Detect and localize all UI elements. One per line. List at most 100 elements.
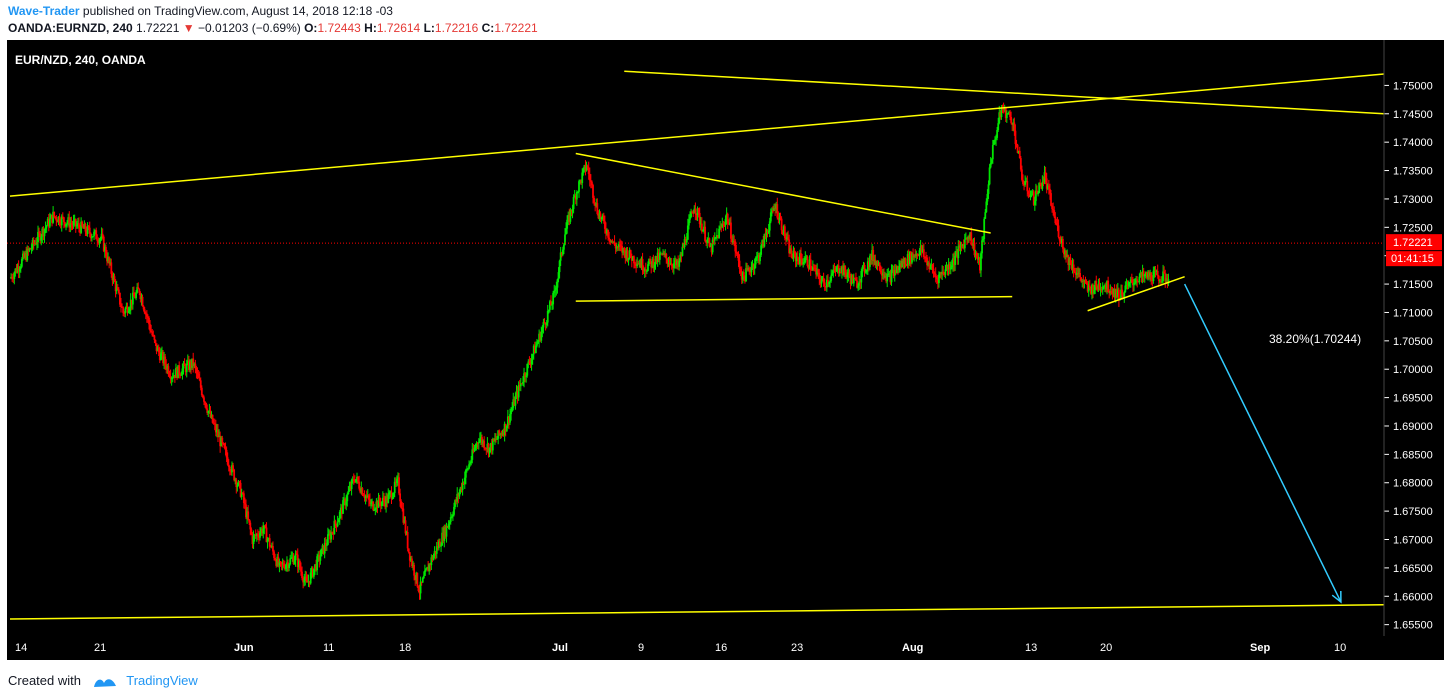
candle-body: [792, 250, 795, 259]
candle-body: [934, 273, 937, 278]
candle-body: [190, 361, 192, 368]
candle-body: [85, 231, 88, 235]
candle-body: [988, 167, 991, 185]
candle-body: [435, 546, 438, 554]
projection-arrowhead-icon[interactable]: [1331, 590, 1342, 604]
candle-body: [1029, 194, 1032, 198]
candle-body: [1114, 289, 1117, 298]
candle-body: [517, 385, 520, 398]
candle-body: [846, 274, 849, 278]
candle-body: [1065, 250, 1067, 258]
candle-body: [648, 258, 650, 265]
candle-body: [954, 256, 956, 265]
candle-body: [744, 276, 746, 282]
candle-body: [977, 257, 980, 260]
candle-body: [658, 253, 661, 260]
candle-body: [323, 542, 326, 554]
candle-body: [387, 494, 390, 503]
candle-body: [277, 556, 280, 566]
candle-body: [10, 276, 12, 279]
candle-body: [11, 276, 14, 279]
candle-body: [756, 255, 759, 257]
candle-body: [156, 347, 159, 352]
candle-body: [136, 287, 139, 293]
candle-body: [557, 272, 560, 280]
candle-body: [652, 258, 655, 268]
candle-body: [149, 324, 151, 331]
candle-body: [73, 218, 76, 222]
tradingview-logo-icon[interactable]: [93, 675, 117, 689]
candle-body: [109, 262, 112, 264]
time-axis[interactable]: [7, 636, 1444, 660]
candle-body: [328, 534, 330, 536]
candle-body: [944, 269, 947, 275]
candle-body: [320, 548, 323, 557]
candle-body: [556, 279, 559, 288]
rising-support-line[interactable]: [1087, 275, 1185, 312]
candle-body: [1134, 282, 1136, 284]
candle-body: [550, 301, 552, 306]
upper-falling-line[interactable]: [624, 70, 1385, 115]
tradingview-link[interactable]: TradingView: [126, 673, 198, 688]
candle-body: [982, 238, 985, 241]
candle-body: [523, 373, 525, 382]
candle-body: [252, 535, 255, 544]
candle-body: [97, 241, 100, 243]
candle-body: [302, 578, 305, 583]
triangle-bottom-line[interactable]: [575, 295, 1013, 302]
candle-body: [867, 261, 870, 267]
candle-body: [568, 215, 571, 222]
candle-body: [603, 221, 606, 229]
candle-body: [195, 367, 198, 373]
candle-body: [82, 226, 85, 229]
candle-body: [193, 363, 196, 366]
candle-body: [1077, 272, 1079, 274]
candle-body: [159, 353, 162, 361]
author-link[interactable]: Wave-Trader: [8, 4, 80, 18]
candle-body: [720, 226, 723, 228]
upper-rising-line[interactable]: [9, 73, 1385, 197]
candle-body: [181, 368, 184, 375]
candle-body: [305, 576, 308, 582]
candle-body: [1066, 254, 1069, 258]
drawings-layer[interactable]: [7, 70, 1385, 620]
candle-body: [248, 519, 251, 523]
candle-body: [782, 226, 785, 235]
candle-body: [816, 269, 819, 275]
candle-body: [1025, 181, 1028, 183]
candle-body: [767, 230, 770, 233]
candle-body: [128, 308, 131, 312]
candle-body: [809, 259, 812, 270]
projection-arrow[interactable]: [1183, 283, 1342, 603]
candle-body: [41, 228, 44, 237]
x-tick-label: 16: [715, 642, 727, 654]
candle-body: [714, 237, 717, 239]
candle-body: [781, 230, 784, 235]
price-axis[interactable]: [1384, 40, 1444, 636]
candle-body: [1019, 158, 1022, 170]
bottom-support-line[interactable]: [9, 604, 1385, 620]
candle-body: [778, 217, 781, 220]
candle-body: [870, 255, 872, 261]
candle-body: [739, 268, 742, 273]
candle-body: [597, 213, 600, 219]
candle-body: [288, 564, 291, 568]
candle-body: [384, 501, 386, 507]
candle-body: [730, 222, 732, 239]
candle-body: [1039, 182, 1042, 184]
price-chart[interactable]: 1.75000 1.74500 1.74000 1.73500 1.73000 1.725…: [7, 40, 1444, 660]
candle-body: [324, 542, 327, 546]
candle-body: [640, 258, 643, 268]
triangle-top-line[interactable]: [575, 152, 991, 234]
candle-body: [287, 562, 289, 568]
candle-body: [751, 264, 754, 268]
candle-body: [960, 245, 963, 247]
candle-body: [205, 403, 208, 409]
candle-body: [439, 541, 441, 547]
candle-body: [1084, 280, 1087, 283]
candle-body: [134, 296, 136, 299]
chart-area[interactable]: 1.75000 1.74500 1.74000 1.73500 1.73000 1.725…: [7, 40, 1444, 660]
candle-body: [1154, 269, 1157, 272]
candle-body: [186, 360, 189, 364]
candle-body: [351, 479, 354, 481]
